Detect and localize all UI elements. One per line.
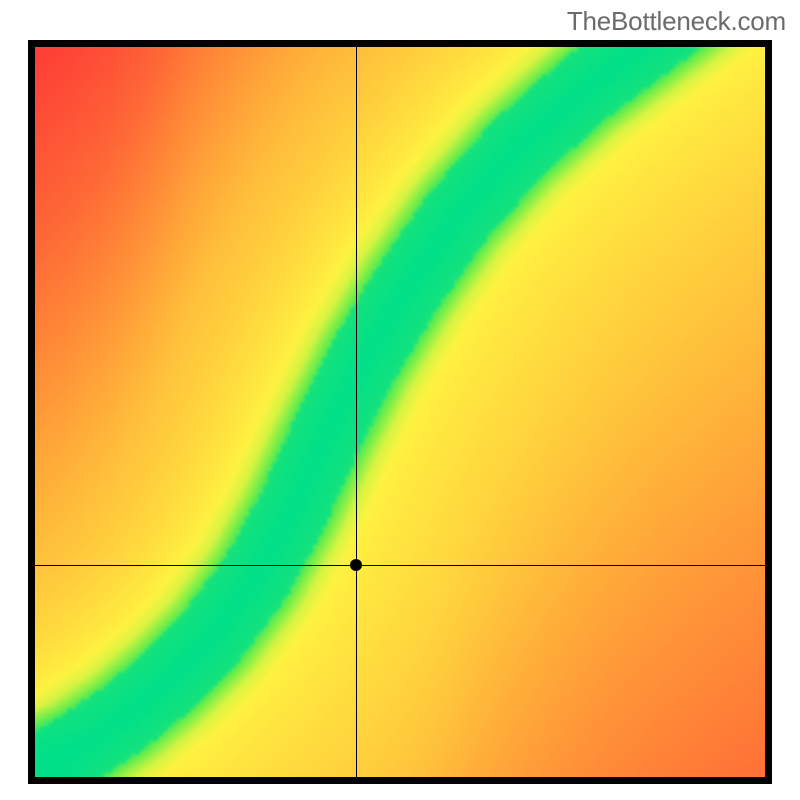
plot-frame (28, 40, 772, 784)
watermark-label: TheBottleneck.com (567, 6, 786, 37)
chart-container: TheBottleneck.com (0, 0, 800, 800)
crosshair-vertical (356, 47, 357, 777)
crosshair-horizontal (35, 565, 765, 566)
marker-dot (350, 559, 362, 571)
heatmap-canvas (35, 47, 765, 777)
